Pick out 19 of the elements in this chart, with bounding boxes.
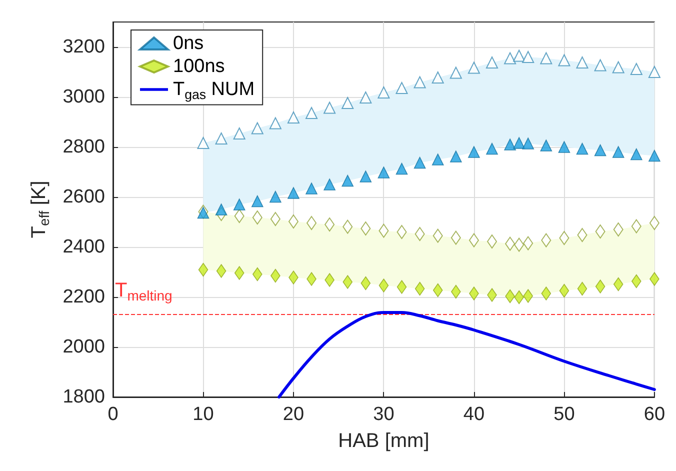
legend-label: 100ns	[173, 56, 225, 77]
legend-label: 0ns	[173, 33, 204, 54]
x-axis-title: HAB [mm]	[338, 430, 430, 452]
y-tick-label: 2600	[62, 186, 105, 208]
y-tick-label: 3000	[62, 86, 105, 108]
x-tick-label: 40	[463, 404, 485, 425]
x-tick-label: 0	[108, 404, 118, 425]
y-tick-label: 3200	[62, 36, 105, 58]
y-axis-title: Teff [K]	[28, 180, 52, 238]
x-tick-label: 20	[282, 404, 304, 425]
y-tick-label: 1800	[62, 386, 105, 408]
y-tick-label: 2000	[62, 336, 105, 358]
x-tick-label: 60	[644, 404, 666, 425]
y-tick-label: 2400	[62, 236, 105, 258]
y-tick-label: 2800	[62, 136, 105, 158]
y-tick-label: 2200	[62, 286, 105, 308]
x-tick-label: 10	[192, 404, 214, 425]
x-tick-label: 50	[554, 404, 575, 425]
x-tick-label: 30	[373, 404, 394, 425]
